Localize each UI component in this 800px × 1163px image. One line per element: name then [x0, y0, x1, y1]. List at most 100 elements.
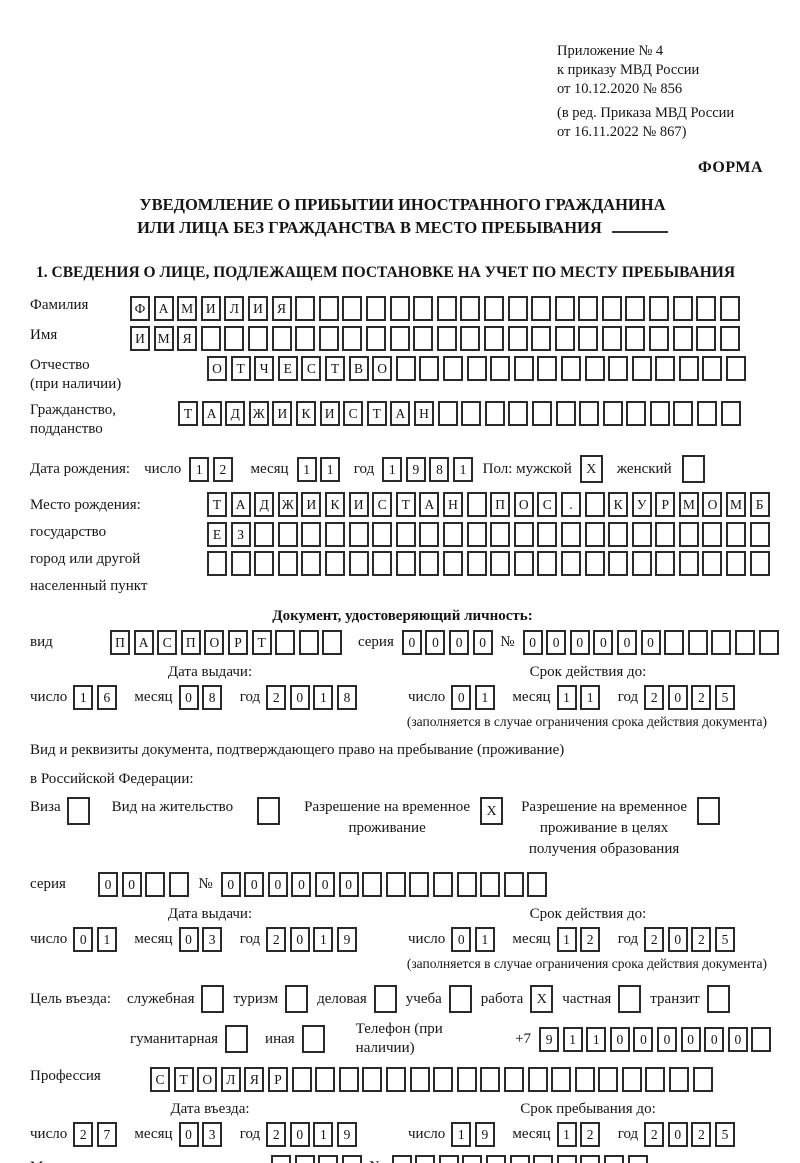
char-cell[interactable]	[726, 551, 747, 576]
char-cell[interactable]: 0	[593, 630, 614, 655]
char-cell[interactable]	[168, 872, 189, 897]
char-cell[interactable]: 8	[202, 685, 223, 710]
char-cell[interactable]	[324, 521, 345, 547]
char-cell[interactable]	[372, 551, 393, 576]
char-cell[interactable]: 0	[220, 872, 241, 897]
char-cell[interactable]	[645, 1067, 666, 1092]
char-cell[interactable]	[537, 356, 558, 381]
char-cell[interactable]	[749, 551, 770, 576]
char-cell[interactable]	[672, 326, 693, 351]
char-cell[interactable]	[531, 326, 552, 351]
char-cell[interactable]	[631, 521, 652, 547]
char-cell[interactable]	[598, 1067, 619, 1092]
char-cell[interactable]: С	[372, 492, 393, 517]
char-cell[interactable]	[466, 492, 487, 517]
purpose-private-checkbox[interactable]	[618, 985, 642, 1013]
char-cell[interactable]: 0	[451, 685, 472, 710]
char-cell[interactable]: К	[295, 401, 316, 426]
char-cell[interactable]	[460, 326, 481, 351]
char-cell[interactable]	[655, 521, 676, 547]
char-cell[interactable]: 0	[704, 1026, 725, 1052]
char-cell[interactable]	[580, 1155, 601, 1163]
char-cell[interactable]	[342, 296, 363, 321]
char-cell[interactable]: 0	[522, 630, 543, 655]
char-cell[interactable]: М	[177, 296, 198, 321]
char-cell[interactable]: 1	[296, 456, 317, 482]
char-cell[interactable]: 1	[474, 927, 495, 952]
char-cell[interactable]	[554, 296, 575, 321]
char-cell[interactable]	[626, 401, 647, 426]
char-cell[interactable]	[579, 401, 600, 426]
char-cell[interactable]: П	[490, 492, 511, 517]
char-cell[interactable]	[669, 1067, 690, 1092]
char-cell[interactable]	[461, 401, 482, 426]
char-cell[interactable]: 0	[244, 872, 265, 897]
char-cell[interactable]	[298, 630, 319, 655]
char-cell[interactable]: М	[678, 492, 699, 517]
char-cell[interactable]: К	[608, 492, 629, 517]
char-cell[interactable]: С	[157, 630, 178, 655]
char-cell[interactable]: И	[272, 401, 293, 426]
purpose-official-checkbox[interactable]	[201, 985, 225, 1013]
char-cell[interactable]: Т	[324, 356, 345, 381]
char-cell[interactable]: Н	[442, 492, 463, 517]
char-cell[interactable]	[697, 401, 718, 426]
char-cell[interactable]: 0	[318, 1155, 339, 1163]
char-cell[interactable]	[673, 401, 694, 426]
char-cell[interactable]	[456, 1067, 477, 1092]
char-cell[interactable]	[295, 326, 316, 351]
char-cell[interactable]: 0	[178, 1122, 199, 1147]
char-cell[interactable]: 0	[451, 927, 472, 952]
char-cell[interactable]: 0	[569, 630, 590, 655]
char-cell[interactable]: 1	[580, 685, 601, 710]
char-cell[interactable]: 1	[313, 1122, 334, 1147]
char-cell[interactable]: 2	[580, 1122, 601, 1147]
char-cell[interactable]: В	[348, 356, 369, 381]
char-cell[interactable]	[556, 1155, 577, 1163]
char-cell[interactable]	[275, 630, 296, 655]
char-cell[interactable]	[560, 356, 581, 381]
char-cell[interactable]: 0	[438, 1155, 459, 1163]
char-cell[interactable]: 0	[727, 1026, 748, 1052]
char-cell[interactable]	[395, 521, 416, 547]
char-cell[interactable]	[291, 1067, 312, 1092]
char-cell[interactable]	[466, 356, 487, 381]
char-cell[interactable]: 7	[96, 1122, 117, 1147]
char-cell[interactable]	[533, 1155, 554, 1163]
char-cell[interactable]: О	[197, 1067, 218, 1092]
char-cell[interactable]: А	[153, 296, 174, 321]
sex-male-checkbox[interactable]: X	[579, 455, 603, 483]
char-cell[interactable]: 0	[289, 927, 310, 952]
char-cell[interactable]: А	[201, 401, 222, 426]
purpose-work-checkbox[interactable]: X	[530, 985, 554, 1013]
char-cell[interactable]: О	[204, 630, 225, 655]
char-cell[interactable]: 9	[336, 927, 357, 952]
char-cell[interactable]: С	[537, 492, 558, 517]
char-cell[interactable]	[372, 521, 393, 547]
char-cell[interactable]	[726, 521, 747, 547]
char-cell[interactable]	[395, 356, 416, 381]
char-cell[interactable]: Ж	[248, 401, 269, 426]
char-cell[interactable]	[419, 356, 440, 381]
char-cell[interactable]: 3	[202, 1122, 223, 1147]
char-cell[interactable]	[625, 326, 646, 351]
char-cell[interactable]	[389, 326, 410, 351]
char-cell[interactable]	[664, 630, 685, 655]
char-cell[interactable]: Н	[413, 401, 434, 426]
char-cell[interactable]	[507, 296, 528, 321]
char-cell[interactable]: Д	[254, 492, 275, 517]
char-cell[interactable]	[385, 872, 406, 897]
char-cell[interactable]: 0	[449, 630, 470, 655]
char-cell[interactable]: А	[133, 630, 154, 655]
char-cell[interactable]: 0	[640, 630, 661, 655]
char-cell[interactable]	[503, 1067, 524, 1092]
char-cell[interactable]	[436, 326, 457, 351]
char-cell[interactable]	[490, 551, 511, 576]
char-cell[interactable]	[295, 296, 316, 321]
residence-permit-checkbox[interactable]	[257, 797, 281, 825]
char-cell[interactable]: Ф	[130, 296, 150, 321]
char-cell[interactable]: 0	[680, 1026, 701, 1052]
char-cell[interactable]	[365, 296, 386, 321]
char-cell[interactable]	[584, 551, 605, 576]
char-cell[interactable]	[338, 1067, 359, 1092]
